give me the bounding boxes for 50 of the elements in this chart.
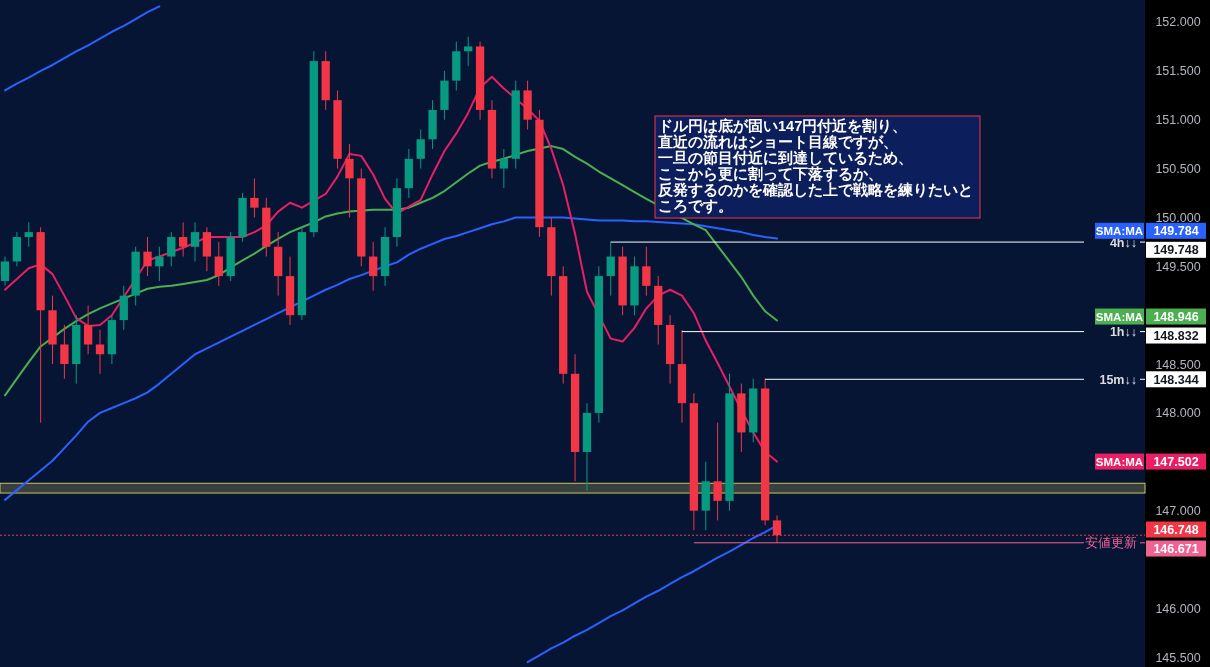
candlestick bbox=[606, 241, 615, 297]
candlestick bbox=[190, 221, 200, 262]
y-tick-label: 149.500 bbox=[1155, 259, 1201, 274]
candlestick bbox=[155, 246, 164, 282]
candlestick bbox=[642, 246, 651, 297]
line-series bbox=[4, 75, 778, 463]
candlestick bbox=[416, 128, 425, 170]
candlestick bbox=[464, 36, 473, 67]
text: SMA:MA bbox=[1095, 311, 1144, 324]
candlestick bbox=[345, 143, 354, 218]
text: SMA:MA bbox=[1095, 456, 1144, 469]
ref-line-label: 安値更新 bbox=[1085, 535, 1137, 551]
line-series bbox=[4, 5, 161, 92]
line-series bbox=[4, 216, 778, 501]
y-tick-label: 151.000 bbox=[1155, 113, 1201, 128]
candlestick bbox=[83, 304, 93, 355]
candlestick bbox=[179, 221, 188, 258]
y-tick-label: 145.500 bbox=[1155, 650, 1201, 665]
y-tick-label: 147.000 bbox=[1155, 504, 1201, 519]
candlestick bbox=[60, 324, 69, 380]
annotation: ドル円は底が固い147円付近を割り、直近の流れはショート目線ですが、一旦の節目付近に到達しているため、ここから更に割って下落するか、反発するのかを確認した上で戦略を練りたいところです。 bbox=[657, 117, 973, 215]
y-tick-label: 148.000 bbox=[1155, 406, 1201, 421]
candlestick bbox=[250, 177, 259, 218]
y-tick-label: 152.000 bbox=[1155, 15, 1201, 30]
candlestick bbox=[24, 221, 33, 248]
text: 146.671 bbox=[1153, 542, 1199, 557]
candlestick bbox=[713, 422, 722, 521]
candlestick bbox=[214, 241, 223, 287]
text: 146.748 bbox=[1153, 523, 1199, 538]
y-tick-label: 148.500 bbox=[1155, 357, 1201, 372]
y-tick-label: 150.500 bbox=[1155, 162, 1201, 177]
text: 149.784 bbox=[1153, 224, 1199, 239]
text: 148.344 bbox=[1153, 372, 1199, 387]
y-tick-label: 150.000 bbox=[1155, 210, 1201, 225]
text: 149.748 bbox=[1153, 243, 1199, 258]
ref-line-label: 4h↓↓ bbox=[1109, 235, 1137, 250]
text: 148.832 bbox=[1153, 329, 1199, 344]
candlestick bbox=[369, 241, 378, 292]
text: 148.946 bbox=[1153, 310, 1199, 325]
text: SMA:MA bbox=[1095, 225, 1144, 238]
candlestick bbox=[167, 231, 176, 267]
y-tick-label: 146.000 bbox=[1155, 601, 1201, 616]
ref-line-label: 15m↓↓ bbox=[1099, 372, 1137, 387]
candlestick bbox=[143, 236, 152, 277]
candlestick bbox=[95, 329, 105, 375]
y-tick-label: 151.500 bbox=[1155, 64, 1201, 79]
ref-line-label: 1h↓↓ bbox=[1109, 325, 1137, 340]
text: 147.502 bbox=[1153, 455, 1199, 470]
candlestick bbox=[499, 148, 508, 189]
candlestick bbox=[0, 256, 10, 287]
